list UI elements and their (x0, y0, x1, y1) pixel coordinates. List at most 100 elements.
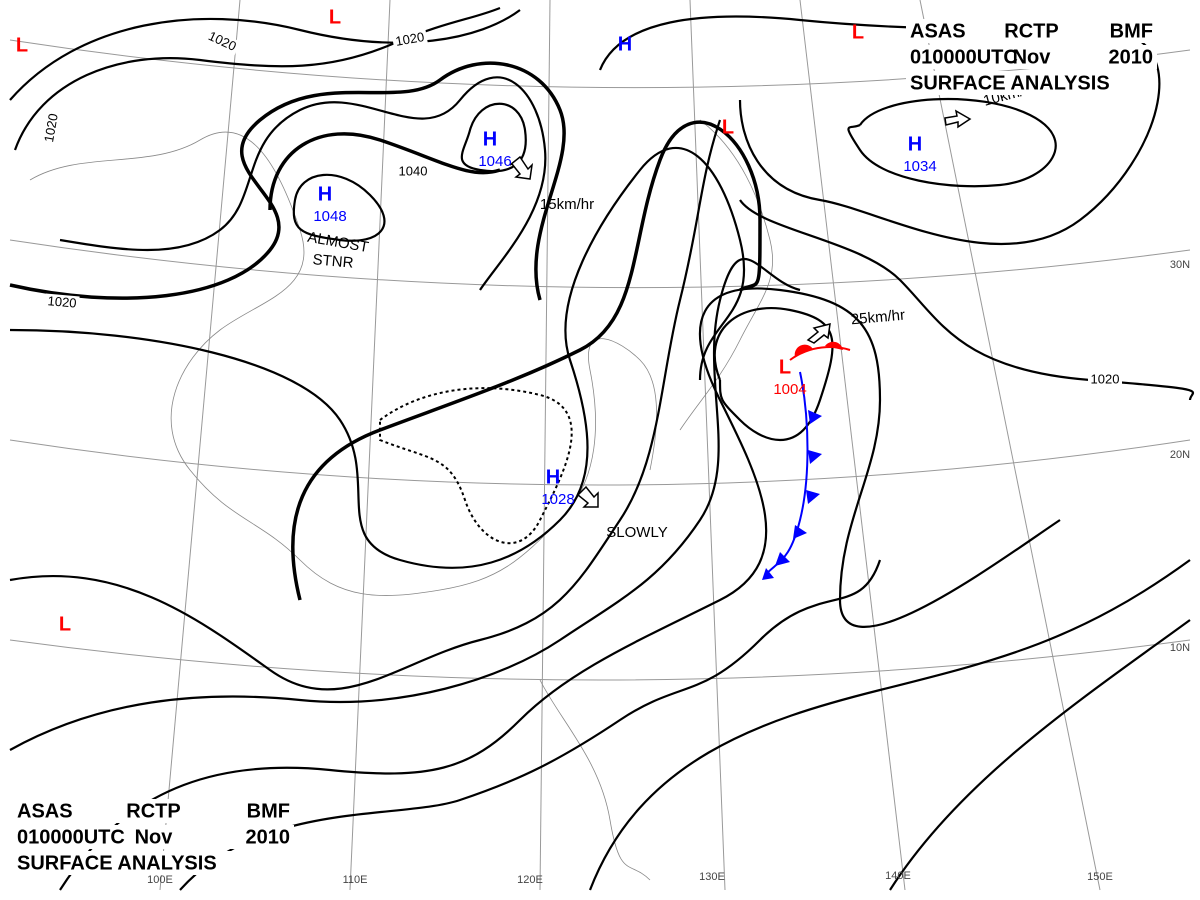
longitude-label: 140E (885, 870, 911, 882)
label-bg (391, 29, 429, 51)
longitude-label: 120E (517, 874, 543, 886)
arrow (509, 155, 534, 180)
header-text: BMF (247, 800, 290, 822)
motion-label: SLOWLY (606, 524, 667, 541)
latitude-line (9, 39, 1191, 89)
longitude-line (349, 0, 391, 891)
center-pressure: 1048 (313, 208, 346, 225)
header-text: Nov (1013, 46, 1052, 68)
header-text: Nov (135, 826, 174, 848)
isobar (59, 287, 1061, 891)
longitude-label: 150E (1087, 871, 1113, 883)
isobar (9, 147, 746, 569)
header-text: 2010 (1109, 46, 1154, 68)
coastline (539, 679, 651, 881)
text-bg (906, 19, 1157, 43)
isobar (268, 132, 501, 211)
motion-label: STNR (312, 251, 354, 272)
header-text: SURFACE ANALYSIS (910, 72, 1110, 94)
isobar (889, 619, 1191, 891)
center-symbol: H (546, 466, 560, 488)
arrow (576, 485, 599, 508)
coastlines (29, 119, 774, 881)
isobar (588, 559, 1191, 891)
isobar (9, 258, 801, 751)
longitude-label: 110E (343, 874, 368, 886)
motion-arrows (509, 109, 972, 508)
motion-label: 25km/hr (850, 307, 905, 329)
header-text: 010000UTC (910, 46, 1018, 68)
label-bg (396, 164, 430, 180)
longitude-line (799, 0, 906, 891)
latitude-label: 20N (1170, 449, 1190, 461)
longitude-line (689, 0, 726, 891)
label-bg (203, 27, 241, 57)
center-pressure: 1034 (903, 158, 936, 175)
isobar (598, 15, 1161, 246)
isobar (179, 559, 882, 891)
isobar-label: 1020 (394, 29, 425, 49)
front-symbols (762, 410, 822, 580)
isobar (9, 119, 722, 691)
center-symbol: H (318, 183, 332, 205)
isobar (59, 76, 547, 291)
coastline (679, 119, 774, 431)
front-symbols (794, 341, 843, 357)
center-symbol: L (722, 116, 734, 138)
center-pressure: 1004 (773, 381, 806, 398)
text-bg (906, 45, 1157, 69)
latitude-line (9, 239, 1191, 289)
isobar-label: 1020 (1091, 371, 1120, 386)
longitude-line (159, 0, 241, 891)
center-symbol: H (483, 128, 497, 150)
text-bg (906, 71, 1157, 95)
text-bg (13, 799, 294, 823)
isobar (713, 307, 834, 442)
isobars (9, 6, 1195, 891)
center-symbol: L (852, 21, 864, 43)
center-symbol: L (779, 356, 791, 378)
latitude-line (9, 639, 1191, 681)
header-text: ASAS (17, 800, 73, 822)
header-text: ASAS (910, 20, 966, 42)
header-text: 010000UTC (17, 826, 125, 848)
center-symbol: L (16, 34, 28, 56)
label-bg (1088, 372, 1122, 388)
coastline (29, 131, 657, 596)
header-text: BMF (1110, 20, 1153, 42)
longitude-label: 130E (699, 871, 725, 883)
header-text: RCTP (126, 800, 180, 822)
arrow (944, 109, 972, 129)
motion-label: 15km/hr (540, 196, 594, 213)
isobar-label: 1020 (47, 293, 77, 310)
isobar (13, 6, 501, 151)
center-pressure: 1046 (478, 153, 511, 170)
isobar-label: 1020 (41, 112, 61, 143)
isobar (291, 120, 762, 601)
latitude-label: 30N (1170, 259, 1190, 271)
header-text: RCTP (1004, 20, 1058, 42)
arrow (806, 323, 831, 344)
isobar (9, 9, 521, 101)
text-bg (13, 851, 294, 875)
longitude-line (539, 0, 551, 891)
text-bg (13, 825, 294, 849)
center-pressure: 1028 (541, 491, 574, 508)
fronts (762, 341, 851, 580)
center-symbol: H (908, 133, 922, 155)
header-text: SURFACE ANALYSIS (17, 852, 217, 874)
isobar-label: 1040 (399, 163, 428, 178)
isobar (292, 173, 386, 242)
header-text: 2010 (246, 826, 291, 848)
center-symbol: L (59, 613, 71, 635)
isobar (9, 61, 566, 301)
isobar (847, 97, 1057, 188)
label-bg (41, 109, 63, 147)
center-symbol: L (329, 6, 341, 28)
isobar (739, 199, 1195, 401)
longitude-line (919, 0, 1101, 891)
latitude-label: 10N (1170, 642, 1190, 654)
center-symbol: H (618, 33, 632, 55)
